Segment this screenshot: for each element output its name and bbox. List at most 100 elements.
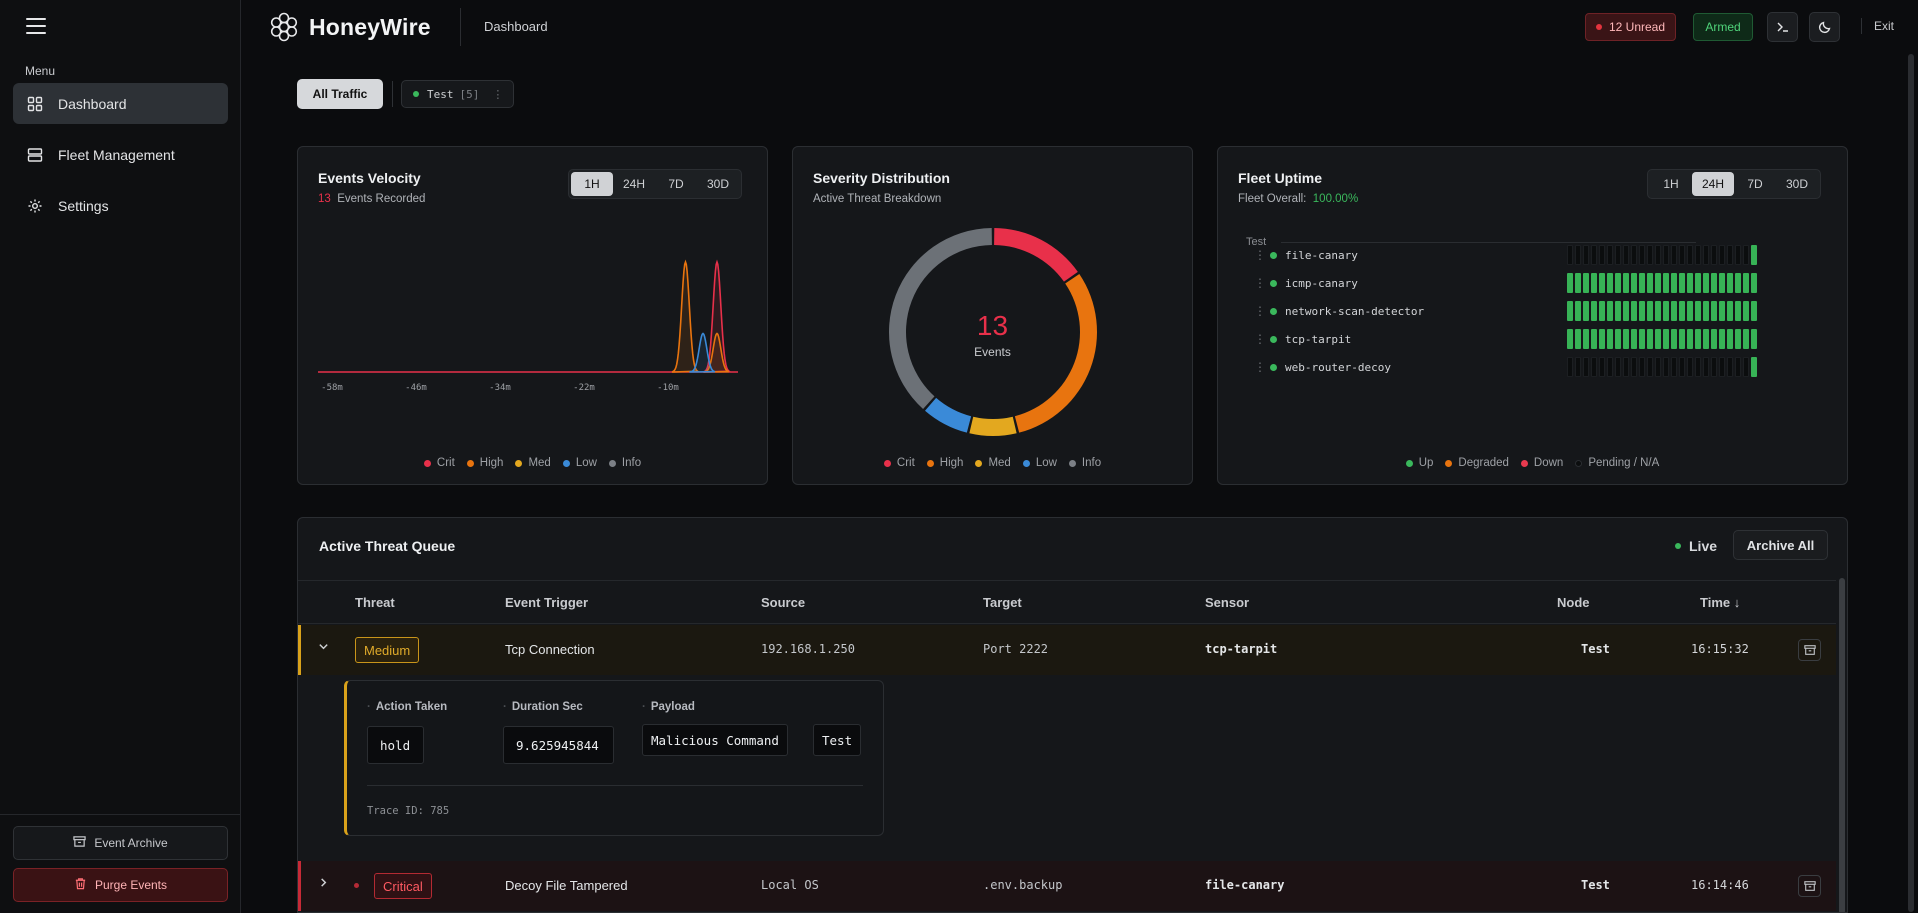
uptime-slot[interactable] <box>1735 329 1741 349</box>
uptime-slot[interactable] <box>1655 329 1661 349</box>
uptime-slot[interactable] <box>1679 329 1685 349</box>
uptime-slot[interactable] <box>1615 329 1621 349</box>
uptime-slot[interactable] <box>1687 357 1693 377</box>
uptime-slot[interactable] <box>1575 301 1581 321</box>
all-traffic-filter[interactable]: All Traffic <box>297 79 383 109</box>
uptime-slot[interactable] <box>1735 245 1741 265</box>
archive-event-button[interactable] <box>1798 875 1821 897</box>
table-row[interactable]: Critical Decoy File Tampered Local OS .e… <box>298 861 1836 911</box>
kebab-menu-icon[interactable]: ⋮ <box>1254 304 1266 318</box>
uptime-slot[interactable] <box>1623 301 1629 321</box>
uptime-slot[interactable] <box>1679 273 1685 293</box>
uptime-slot[interactable] <box>1575 245 1581 265</box>
event-archive-button[interactable]: Event Archive <box>13 826 228 860</box>
uptime-slot[interactable] <box>1719 273 1725 293</box>
uptime-slot[interactable] <box>1751 301 1757 321</box>
archive-all-button[interactable]: Archive All <box>1733 530 1828 560</box>
uptime-slot[interactable] <box>1607 357 1613 377</box>
uptime-slot[interactable] <box>1599 273 1605 293</box>
uptime-slot[interactable] <box>1615 245 1621 265</box>
sidebar-item-fleet-management[interactable]: Fleet Management <box>13 134 228 175</box>
column-header-threat[interactable]: Threat <box>355 595 395 610</box>
uptime-slot[interactable] <box>1671 273 1677 293</box>
uptime-slot[interactable] <box>1567 245 1573 265</box>
uptime-slot[interactable] <box>1599 245 1605 265</box>
uptime-slot[interactable] <box>1751 245 1757 265</box>
uptime-slot[interactable] <box>1743 301 1749 321</box>
column-header-source[interactable]: Source <box>761 595 806 610</box>
uptime-slot[interactable] <box>1751 357 1757 377</box>
uptime-slot[interactable] <box>1735 273 1741 293</box>
table-row[interactable]: Medium Tcp Connection 192.168.1.250 Port… <box>298 625 1836 675</box>
uptime-slot[interactable] <box>1591 329 1597 349</box>
column-header-target[interactable]: Target <box>983 595 1022 610</box>
uptime-slot[interactable] <box>1679 245 1685 265</box>
uptime-slot[interactable] <box>1583 245 1589 265</box>
uptime-row[interactable]: ⋮ web-router-decoy <box>1254 357 1391 377</box>
terminal-button[interactable] <box>1767 12 1798 42</box>
purge-events-button[interactable]: Purge Events <box>13 868 228 902</box>
range-30d[interactable]: 30D <box>1785 177 1808 191</box>
uptime-slot[interactable] <box>1567 301 1573 321</box>
uptime-slot[interactable] <box>1671 329 1677 349</box>
uptime-slot[interactable] <box>1663 301 1669 321</box>
uptime-slot[interactable] <box>1687 329 1693 349</box>
uptime-slot[interactable] <box>1695 273 1701 293</box>
uptime-slot[interactable] <box>1655 273 1661 293</box>
uptime-slot[interactable] <box>1751 273 1757 293</box>
uptime-slot[interactable] <box>1687 273 1693 293</box>
uptime-slot[interactable] <box>1655 301 1661 321</box>
kebab-menu-icon[interactable]: ⋮ <box>1254 360 1266 374</box>
uptime-slot[interactable] <box>1647 273 1653 293</box>
uptime-slot[interactable] <box>1719 301 1725 321</box>
uptime-slot[interactable] <box>1695 301 1701 321</box>
range-24h[interactable]: 24H <box>1692 172 1734 196</box>
uptime-slot[interactable] <box>1631 329 1637 349</box>
uptime-slot[interactable] <box>1647 357 1653 377</box>
chevron-down-icon[interactable] <box>318 641 329 655</box>
kebab-menu-icon[interactable]: ⋮ <box>1254 332 1266 346</box>
uptime-slot[interactable] <box>1631 273 1637 293</box>
uptime-slot[interactable] <box>1591 357 1597 377</box>
uptime-slot[interactable] <box>1607 301 1613 321</box>
uptime-slot[interactable] <box>1743 245 1749 265</box>
uptime-slot[interactable] <box>1567 357 1573 377</box>
uptime-slot[interactable] <box>1607 329 1613 349</box>
uptime-slot[interactable] <box>1679 301 1685 321</box>
column-header-sensor[interactable]: Sensor <box>1205 595 1250 610</box>
column-header-time[interactable]: Time ↓ <box>1700 595 1741 610</box>
range-7d[interactable]: 7D <box>1747 177 1763 191</box>
uptime-slot[interactable] <box>1663 273 1669 293</box>
uptime-slot[interactable] <box>1631 245 1637 265</box>
uptime-slot[interactable] <box>1623 357 1629 377</box>
uptime-row[interactable]: ⋮ icmp-canary <box>1254 273 1358 293</box>
uptime-slot[interactable] <box>1623 245 1629 265</box>
uptime-slot[interactable] <box>1591 245 1597 265</box>
uptime-slot[interactable] <box>1743 329 1749 349</box>
unread-badge[interactable]: 12 Unread <box>1585 13 1676 41</box>
uptime-slot[interactable] <box>1695 329 1701 349</box>
uptime-slot[interactable] <box>1695 245 1701 265</box>
uptime-slot[interactable] <box>1727 357 1733 377</box>
uptime-slot[interactable] <box>1639 357 1645 377</box>
uptime-slot[interactable] <box>1623 273 1629 293</box>
uptime-slot[interactable] <box>1743 357 1749 377</box>
uptime-slot[interactable] <box>1647 301 1653 321</box>
uptime-slot[interactable] <box>1711 357 1717 377</box>
kebab-menu-icon[interactable]: ⋮ <box>1254 248 1266 262</box>
uptime-slot[interactable] <box>1727 245 1733 265</box>
uptime-slot[interactable] <box>1639 273 1645 293</box>
uptime-slot[interactable] <box>1583 329 1589 349</box>
uptime-slot[interactable] <box>1631 357 1637 377</box>
uptime-row[interactable]: ⋮ network-scan-detector <box>1254 301 1424 321</box>
uptime-slot[interactable] <box>1655 357 1661 377</box>
uptime-slot[interactable] <box>1703 301 1709 321</box>
range-1h[interactable]: 1H <box>571 172 613 196</box>
uptime-slot[interactable] <box>1575 357 1581 377</box>
uptime-row[interactable]: ⋮ tcp-tarpit <box>1254 329 1351 349</box>
uptime-slot[interactable] <box>1575 273 1581 293</box>
uptime-slot[interactable] <box>1663 245 1669 265</box>
uptime-slot[interactable] <box>1719 357 1725 377</box>
uptime-slot[interactable] <box>1607 273 1613 293</box>
uptime-slot[interactable] <box>1591 273 1597 293</box>
